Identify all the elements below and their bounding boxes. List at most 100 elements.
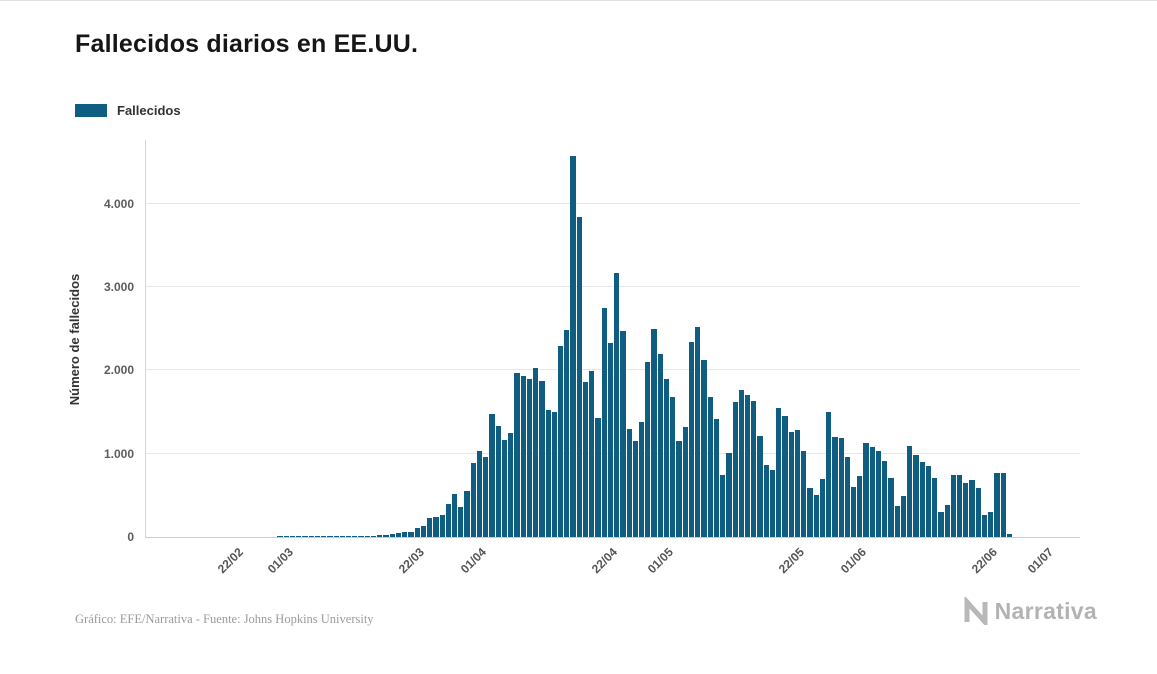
bar[interactable] bbox=[707, 396, 713, 537]
bar[interactable] bbox=[402, 532, 408, 537]
bar[interactable] bbox=[956, 474, 963, 537]
bar[interactable] bbox=[327, 536, 333, 537]
bar[interactable] bbox=[564, 329, 570, 537]
bar[interactable] bbox=[826, 412, 832, 537]
bar[interactable] bbox=[701, 360, 707, 537]
bar[interactable] bbox=[520, 375, 526, 537]
bar[interactable] bbox=[975, 487, 981, 537]
bar[interactable] bbox=[807, 487, 813, 537]
bar[interactable] bbox=[395, 532, 402, 537]
bar[interactable] bbox=[427, 518, 433, 537]
bar[interactable] bbox=[832, 437, 838, 537]
bar[interactable] bbox=[495, 426, 501, 537]
bar[interactable] bbox=[663, 379, 670, 537]
bar[interactable] bbox=[919, 462, 925, 537]
bar[interactable] bbox=[676, 441, 682, 537]
bar[interactable] bbox=[626, 428, 632, 537]
bar[interactable] bbox=[358, 536, 364, 537]
bar[interactable] bbox=[514, 373, 520, 537]
bar[interactable] bbox=[458, 507, 464, 537]
bar[interactable] bbox=[476, 450, 483, 537]
bar[interactable] bbox=[551, 411, 557, 537]
bar[interactable] bbox=[875, 451, 882, 537]
bar[interactable] bbox=[539, 381, 545, 537]
bar[interactable] bbox=[763, 465, 769, 537]
bar[interactable] bbox=[352, 536, 358, 537]
bar[interactable] bbox=[732, 401, 738, 537]
bar[interactable] bbox=[645, 361, 651, 537]
bar[interactable] bbox=[888, 478, 894, 537]
bar[interactable] bbox=[302, 536, 308, 537]
bar[interactable] bbox=[445, 503, 451, 537]
bar[interactable] bbox=[289, 536, 296, 537]
bar[interactable] bbox=[819, 479, 826, 537]
bar[interactable] bbox=[713, 418, 720, 537]
bar[interactable] bbox=[720, 474, 726, 537]
bar[interactable] bbox=[314, 536, 321, 537]
bar[interactable] bbox=[988, 511, 994, 537]
bar[interactable] bbox=[601, 307, 607, 537]
legend-item-fallecidos[interactable]: Fallecidos bbox=[75, 103, 181, 118]
bar[interactable] bbox=[950, 475, 956, 537]
bar[interactable] bbox=[489, 414, 495, 537]
bar[interactable] bbox=[907, 446, 913, 537]
bar[interactable] bbox=[364, 536, 370, 537]
bar[interactable] bbox=[308, 536, 314, 537]
bar[interactable] bbox=[900, 495, 907, 537]
bar[interactable] bbox=[894, 506, 900, 537]
bar[interactable] bbox=[614, 272, 620, 537]
bar[interactable] bbox=[863, 442, 869, 537]
bar[interactable] bbox=[963, 482, 969, 537]
bar[interactable] bbox=[370, 536, 377, 537]
bar[interactable] bbox=[296, 536, 302, 537]
bar[interactable] bbox=[607, 342, 614, 537]
bar[interactable] bbox=[726, 453, 732, 537]
bar[interactable] bbox=[757, 435, 763, 537]
bar[interactable] bbox=[857, 476, 863, 537]
bar[interactable] bbox=[651, 329, 657, 537]
bar[interactable] bbox=[869, 447, 875, 537]
bar[interactable] bbox=[508, 432, 514, 537]
bar[interactable] bbox=[620, 331, 626, 537]
bar[interactable] bbox=[333, 536, 339, 537]
bar[interactable] bbox=[576, 216, 582, 537]
bar[interactable] bbox=[882, 460, 888, 537]
bar[interactable] bbox=[969, 479, 975, 537]
bar[interactable] bbox=[377, 535, 383, 537]
bar[interactable] bbox=[501, 440, 508, 537]
bar[interactable] bbox=[439, 514, 445, 537]
bar[interactable] bbox=[545, 410, 551, 537]
bar[interactable] bbox=[932, 478, 938, 537]
bar[interactable] bbox=[433, 516, 439, 537]
bar[interactable] bbox=[688, 341, 695, 537]
bar[interactable] bbox=[277, 536, 283, 537]
bar[interactable] bbox=[844, 457, 850, 537]
bar[interactable] bbox=[788, 432, 794, 537]
bar[interactable] bbox=[451, 493, 458, 537]
bar[interactable] bbox=[938, 511, 944, 537]
bar[interactable] bbox=[420, 526, 427, 537]
bar[interactable] bbox=[526, 379, 533, 537]
bar[interactable] bbox=[582, 381, 589, 537]
bar[interactable] bbox=[776, 408, 782, 537]
bar[interactable] bbox=[557, 346, 564, 537]
bar[interactable] bbox=[483, 456, 489, 537]
narrativa-logo[interactable]: Narrativa bbox=[962, 597, 1097, 625]
bar[interactable] bbox=[383, 535, 389, 537]
bar[interactable] bbox=[994, 473, 1000, 537]
bar[interactable] bbox=[782, 415, 788, 537]
bar[interactable] bbox=[639, 422, 645, 537]
bar[interactable] bbox=[657, 354, 663, 537]
bar[interactable] bbox=[944, 504, 950, 537]
bar[interactable] bbox=[751, 401, 757, 537]
bar[interactable] bbox=[794, 429, 801, 537]
bar[interactable] bbox=[321, 536, 327, 537]
bar[interactable] bbox=[283, 536, 289, 537]
bar[interactable] bbox=[464, 490, 470, 537]
bar[interactable] bbox=[981, 514, 988, 537]
bar[interactable] bbox=[632, 441, 639, 537]
bar[interactable] bbox=[769, 469, 776, 537]
bar[interactable] bbox=[470, 462, 476, 537]
bar[interactable] bbox=[670, 396, 676, 537]
bar[interactable] bbox=[1000, 472, 1006, 537]
